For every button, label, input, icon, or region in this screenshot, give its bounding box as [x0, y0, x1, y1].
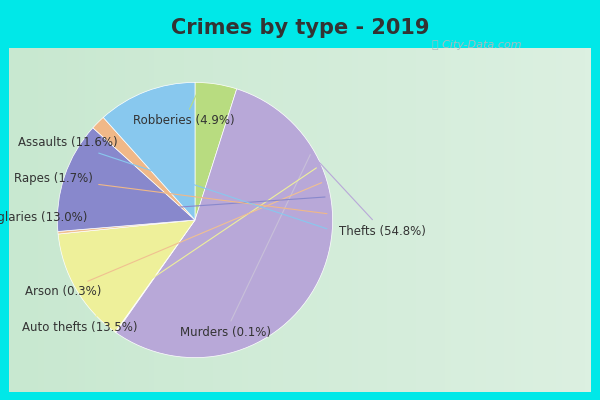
Wedge shape — [58, 128, 195, 232]
Text: Rapes (1.7%): Rapes (1.7%) — [14, 172, 327, 214]
Text: Assaults (11.6%): Assaults (11.6%) — [19, 136, 327, 229]
Text: ⓘ City-Data.com: ⓘ City-Data.com — [432, 40, 521, 50]
Text: Robberies (4.9%): Robberies (4.9%) — [133, 88, 235, 128]
Text: Thefts (54.8%): Thefts (54.8%) — [269, 108, 427, 238]
Wedge shape — [115, 220, 195, 332]
Wedge shape — [58, 220, 195, 332]
Wedge shape — [195, 82, 237, 220]
Text: Burglaries (13.0%): Burglaries (13.0%) — [0, 197, 325, 224]
Text: Murders (0.1%): Murders (0.1%) — [180, 154, 310, 339]
Wedge shape — [58, 220, 195, 234]
Text: Crimes by type - 2019: Crimes by type - 2019 — [171, 18, 429, 38]
Text: Arson (0.3%): Arson (0.3%) — [25, 183, 322, 298]
Text: Auto thefts (13.5%): Auto thefts (13.5%) — [22, 168, 316, 334]
Wedge shape — [103, 82, 195, 220]
Wedge shape — [116, 89, 332, 358]
Wedge shape — [93, 118, 195, 220]
